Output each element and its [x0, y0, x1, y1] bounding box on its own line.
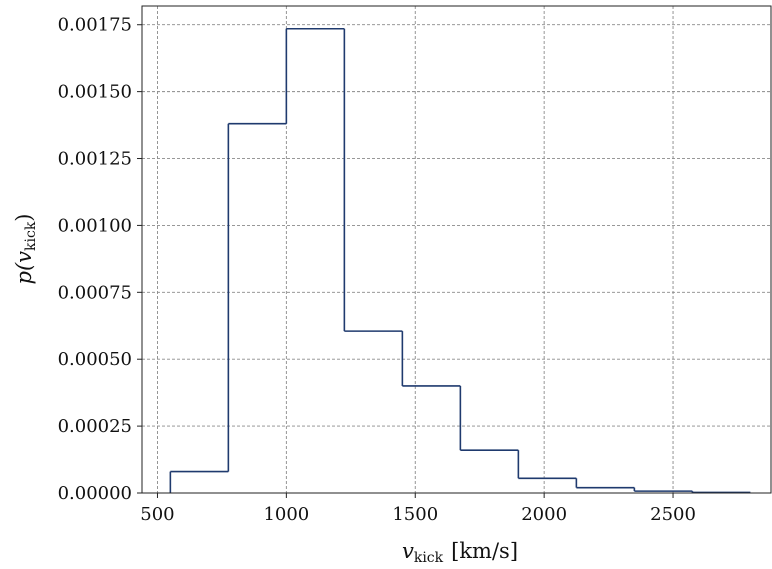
x-axis-label-var: v — [402, 539, 414, 563]
y-tick-label: 0.00150 — [58, 82, 132, 103]
y-axis-label-var: v — [12, 251, 36, 263]
y-tick-label: 0.00100 — [58, 215, 132, 236]
x-axis-label-unit: [km/s] — [451, 539, 518, 563]
y-axis-label-sub: kick — [23, 221, 39, 251]
y-axis-label: p(vkick) — [12, 213, 39, 284]
x-tick-label: 1000 — [263, 504, 309, 525]
x-axis-label: vkick [km/s] — [402, 539, 518, 566]
plot-frame — [141, 5, 772, 494]
series-layer — [169, 27, 752, 494]
x-tick-label: 1500 — [392, 504, 438, 525]
y-tick-label: 0.00025 — [58, 416, 132, 437]
y-tick-label: 0.00125 — [58, 149, 132, 170]
x-tick-label: 500 — [140, 504, 174, 525]
y-axis-label-func: p( — [12, 262, 36, 284]
x-axis-label-sub: kick — [414, 550, 444, 566]
y-tick-label: 0.00175 — [58, 15, 132, 36]
x-tick-label: 2000 — [521, 504, 567, 525]
y-axis-label-close: ) — [12, 213, 36, 221]
axis-ticks: 500 1000 1500 2000 2500 0.00000 0.00025 0.00050… — [58, 15, 696, 525]
x-tick-label: 2500 — [650, 504, 696, 525]
y-tick-label: 0.00000 — [58, 483, 132, 504]
y-tick-label: 0.00050 — [58, 349, 132, 370]
y-tick-label: 0.00075 — [58, 282, 132, 303]
grid — [142, 6, 771, 494]
